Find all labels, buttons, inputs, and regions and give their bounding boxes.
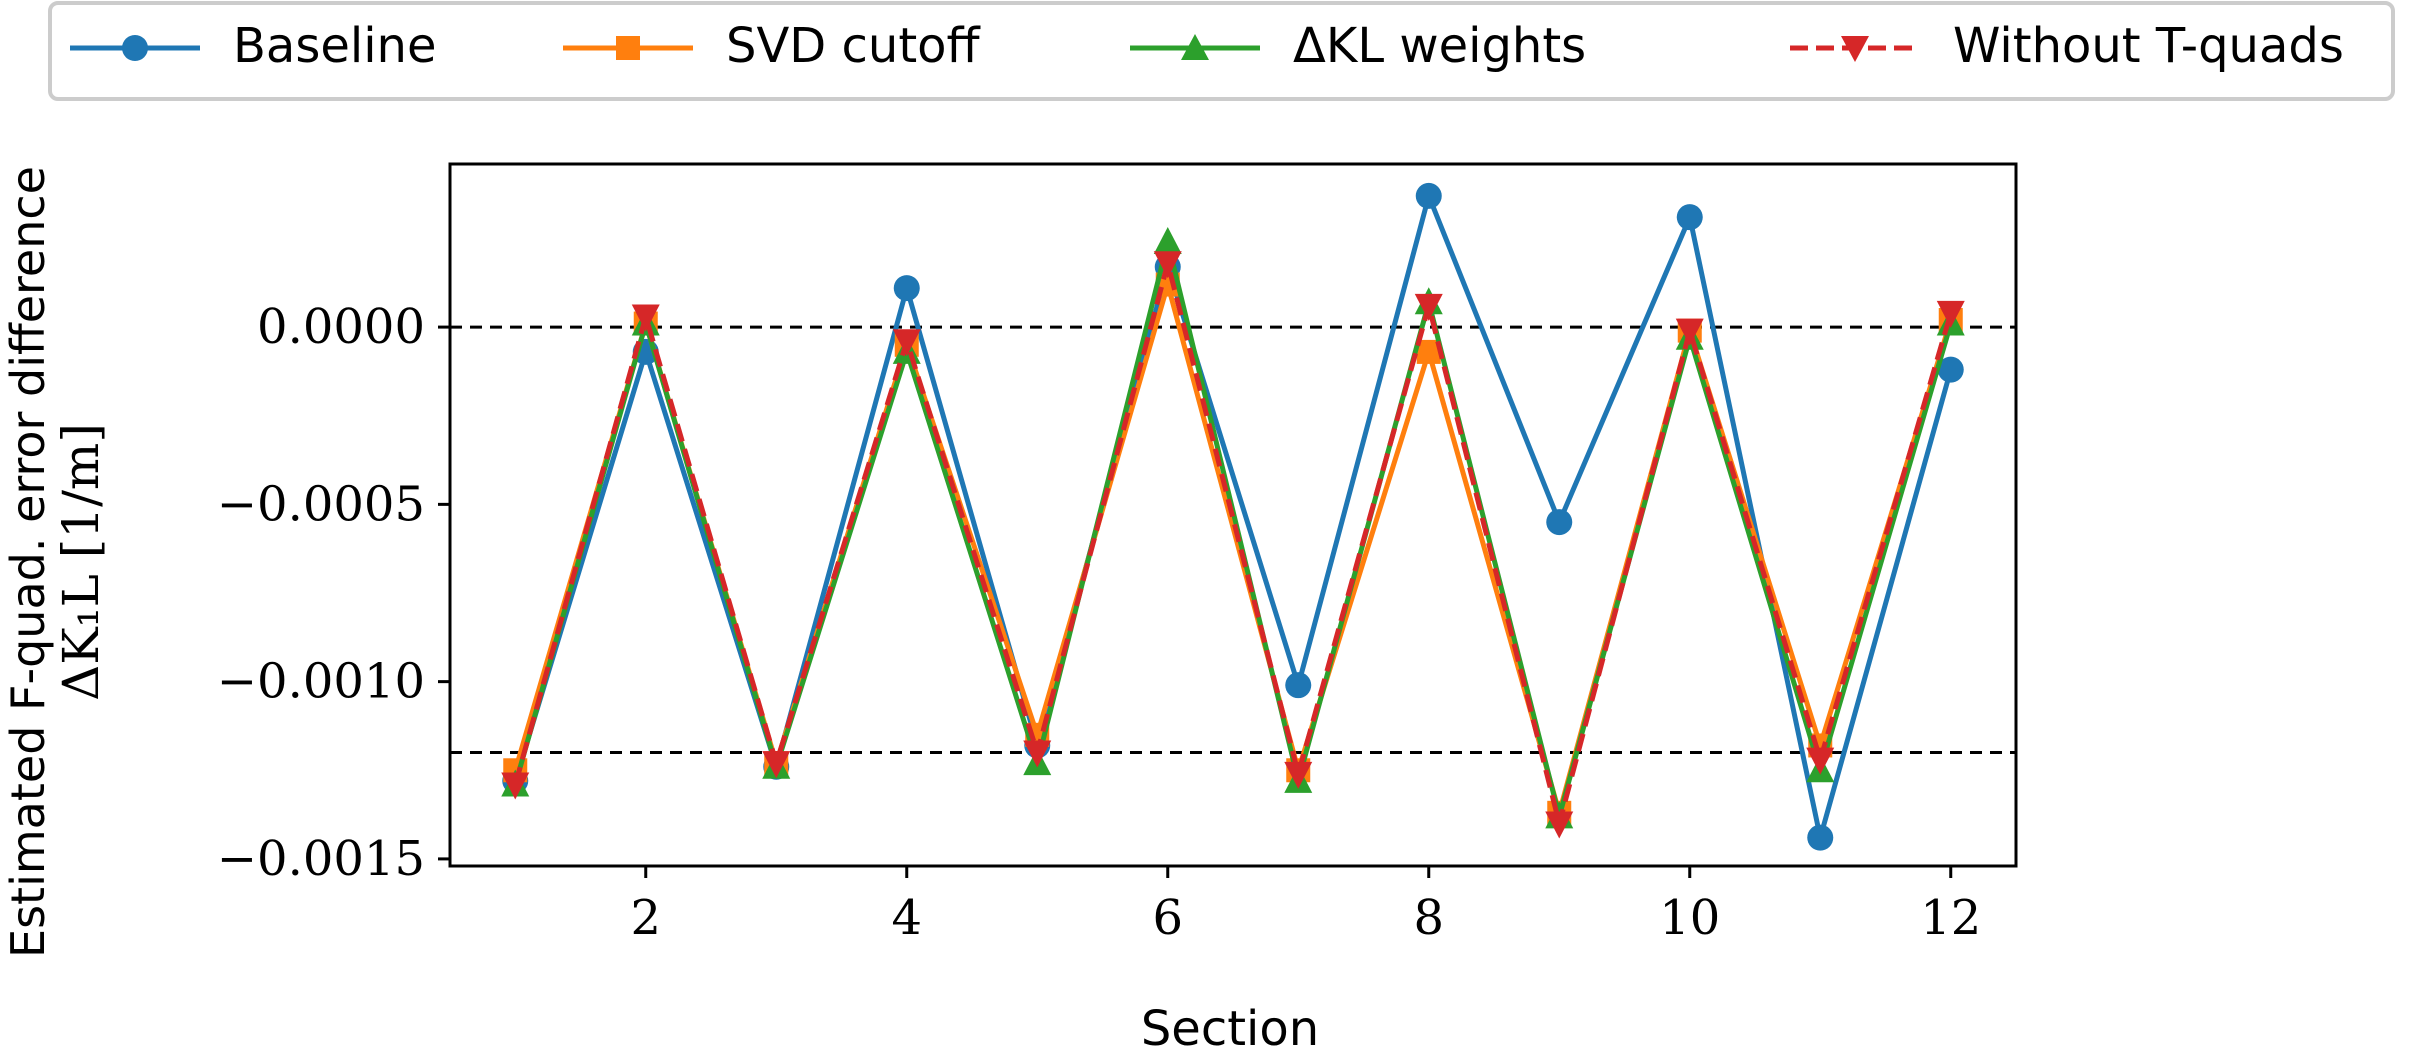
- series-3-point-2: [631, 304, 660, 332]
- legend-label-baseline: Baseline: [233, 18, 437, 74]
- y-axis-label-line1: Estimated F-quad. error difference: [1, 166, 55, 958]
- y-axis-label-line2: ΔK₁L [1/m]: [52, 423, 110, 701]
- legend-marker-without-t-quads: [1841, 36, 1869, 62]
- legend: Baseline SVD cutoff ΔKL weights Without …: [48, 1, 2395, 101]
- x-tick-label-8: 8: [1413, 890, 1444, 946]
- series-3: [501, 251, 1965, 839]
- series-0-point-9: [1546, 509, 1573, 536]
- x-tick-label-4: 4: [891, 890, 922, 946]
- x-tick-label-2: 2: [630, 890, 661, 946]
- legend-label-dkl-weights: ΔKL weights: [1293, 18, 1586, 74]
- series-3-point-6: [1153, 251, 1182, 279]
- series-3-point-3: [762, 751, 791, 779]
- legend-entry-dkl-weights: ΔKL weights: [1130, 18, 1586, 74]
- legend-marker-svd-cutoff: [616, 36, 640, 60]
- series-3-point-10: [1675, 318, 1704, 346]
- legend-entry-without-t-quads: Without T-quads: [1790, 18, 2344, 74]
- x-tick-label-12: 12: [1920, 890, 1981, 946]
- x-tick-label-6: 6: [1152, 890, 1183, 946]
- y-tick-label-3: −0.0015: [217, 831, 425, 887]
- series-0-point-4: [893, 275, 920, 302]
- y-tick-label-2: −0.0010: [217, 654, 425, 710]
- legend-marker-baseline: [122, 35, 148, 61]
- legend-box: [48, 1, 2395, 101]
- series-line-3: [512, 260, 1954, 826]
- plot-frame: [448, 162, 2018, 868]
- legend-label-svd-cutoff: SVD cutoff: [726, 18, 981, 74]
- series-2-point-6: [1153, 227, 1182, 254]
- legend-label-without-t-quads: Without T-quads: [1953, 18, 2344, 74]
- series-1: [503, 272, 1963, 825]
- legend-marker-dkl-weights: [1181, 34, 1209, 60]
- legend-entry-baseline: Baseline: [70, 18, 437, 74]
- series-0-point-8: [1415, 182, 1442, 209]
- series-0-point-7: [1285, 672, 1312, 699]
- series-3-point-7: [1284, 761, 1313, 789]
- series-line-1: [512, 282, 1954, 816]
- series-3-point-5: [1023, 740, 1052, 768]
- y-tick-label-0: 0.0000: [257, 299, 425, 355]
- series-0-point-10: [1676, 204, 1703, 231]
- y-tick-label-1: −0.0005: [217, 476, 425, 532]
- series-0-point-11: [1807, 824, 1834, 851]
- series-3-point-1: [501, 772, 530, 800]
- x-axis-label: Section: [1141, 1001, 1319, 1057]
- series-3-point-8: [1414, 293, 1443, 321]
- series-3-point-4: [892, 329, 921, 357]
- x-tick-label-10: 10: [1659, 890, 1720, 946]
- series-0-point-12: [1937, 356, 1964, 383]
- legend-entry-svd-cutoff: SVD cutoff: [563, 18, 981, 74]
- series-3-point-12: [1936, 300, 1965, 328]
- series-3-point-9: [1545, 811, 1574, 839]
- series-3-point-11: [1806, 747, 1835, 775]
